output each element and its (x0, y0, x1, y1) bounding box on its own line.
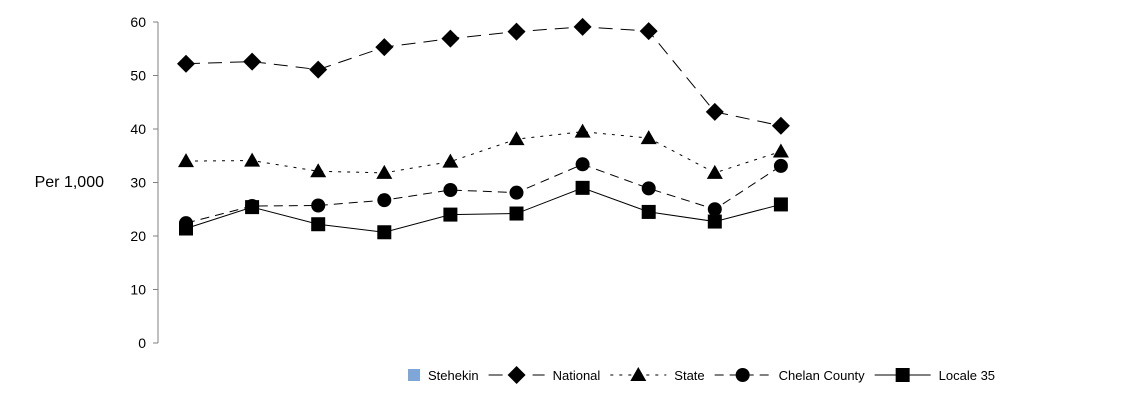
data-point-national (771, 116, 790, 135)
data-point-national (573, 17, 592, 36)
data-point-state (574, 123, 591, 138)
legend-label: Locale 35 (939, 368, 995, 383)
data-point-national (243, 52, 262, 71)
data-point-locale-35 (509, 206, 524, 221)
data-point-locale-35 (377, 225, 392, 240)
data-point-locale-35 (443, 207, 458, 222)
data-point-chelan-county (773, 158, 788, 173)
data-point-locale-35 (773, 197, 788, 212)
y-tick-label: 30 (130, 175, 146, 191)
data-point-chelan-county (443, 182, 458, 197)
legend-item-chelan-county: Chelan County (714, 368, 865, 383)
data-point-chelan-county (641, 181, 656, 196)
data-point-national (177, 54, 195, 73)
legend-label: State (674, 368, 704, 383)
data-point-chelan-county (509, 185, 524, 200)
data-point-locale-35 (575, 180, 590, 195)
legend-swatch (408, 369, 420, 381)
series-national (177, 17, 790, 135)
legend: Stehekin National State Chelan County Locale… (408, 366, 995, 384)
data-point-locale-35 (311, 217, 326, 232)
legend-marker-state (630, 367, 647, 381)
legend-marker-chelan-county (735, 368, 750, 382)
y-axis: 0 10 20 30 40 50 60 Per 1,000 (35, 14, 159, 351)
data-point-national (375, 38, 394, 57)
plot-area (177, 17, 790, 240)
series-locale-35 (179, 180, 788, 240)
data-point-locale-35 (641, 204, 656, 219)
data-point-state (178, 153, 194, 168)
legend-label: Chelan County (779, 368, 865, 383)
data-point-state (640, 130, 657, 145)
data-point-national (441, 29, 460, 48)
data-point-locale-35 (707, 214, 722, 229)
data-point-state (508, 131, 525, 146)
data-point-chelan-county (377, 193, 392, 208)
y-tick-label: 50 (130, 68, 146, 84)
data-point-state (244, 152, 261, 167)
data-point-state (772, 143, 789, 158)
y-tick-label: 0 (138, 335, 146, 351)
data-point-state (376, 164, 393, 179)
legend-item-state: State (610, 367, 705, 383)
data-point-chelan-county (707, 202, 722, 217)
legend-marker-locale-35 (895, 368, 910, 382)
legend-label: Stehekin (428, 368, 479, 383)
legend-label: National (553, 368, 601, 383)
data-point-locale-35 (179, 221, 193, 236)
data-point-state (706, 164, 723, 179)
data-point-state (310, 163, 327, 178)
data-point-national (639, 22, 658, 41)
series-line-chelan-county (185, 163, 782, 224)
legend-item-national: National (488, 366, 601, 384)
y-tick-label: 10 (130, 282, 146, 298)
y-tick-label: 40 (130, 121, 146, 137)
data-point-national (507, 22, 526, 41)
legend-item-locale-35: Locale 35 (874, 368, 995, 383)
data-point-national (309, 60, 328, 79)
legend-item-stehekin: Stehekin (408, 368, 479, 383)
series-state (178, 123, 789, 179)
data-point-state (442, 153, 459, 168)
data-point-chelan-county (311, 198, 326, 213)
data-point-chelan-county (575, 157, 590, 172)
series-line-locale-35 (185, 187, 782, 233)
series-line-state (185, 131, 782, 174)
y-axis-label: Per 1,000 (35, 174, 104, 191)
data-point-national (705, 102, 724, 121)
y-tick-label: 60 (130, 14, 146, 30)
data-point-locale-35 (245, 200, 260, 215)
series-line-national (185, 26, 782, 127)
legend-marker-national (507, 366, 526, 384)
y-tick-label: 20 (130, 228, 146, 244)
